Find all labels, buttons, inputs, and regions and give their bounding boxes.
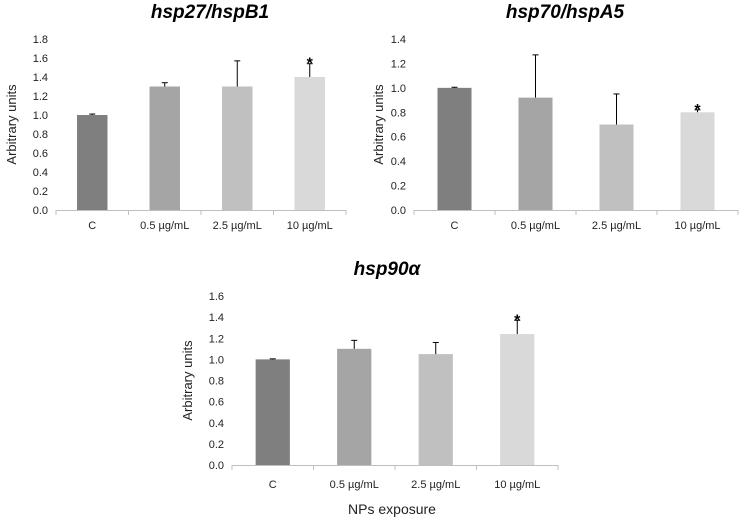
x-category-label: 2.5 µg/mL: [213, 220, 262, 232]
y-tick-label: 1.2: [209, 333, 224, 345]
bar-2: [518, 97, 553, 210]
bar-4: [500, 334, 535, 465]
y-tick-label: 0.2: [391, 181, 406, 193]
x-category-label: C: [269, 479, 277, 491]
x-category-label: 2.5 µg/mL: [411, 479, 460, 491]
y-tick-label: 0.2: [209, 439, 224, 451]
bar-3: [599, 124, 634, 210]
y-tick-label: 1.6: [33, 53, 48, 65]
x-category-label: C: [451, 220, 459, 232]
x-category-label: 0.5 µg/mL: [140, 220, 189, 232]
y-tick-label: 1.2: [33, 91, 48, 103]
chart-title: hsp90α: [354, 259, 422, 280]
bar-3: [418, 354, 453, 465]
y-tick-label: 0.2: [33, 186, 48, 198]
x-category-label: 10 µg/mL: [494, 479, 540, 491]
chart-title: hsp70/hspA5: [506, 2, 625, 23]
y-tick-label: 1.8: [33, 34, 48, 46]
y-tick-label: 0.0: [209, 460, 224, 472]
bar-4: [294, 77, 325, 210]
bar-1: [437, 87, 472, 210]
x-category-label: C: [88, 220, 96, 232]
y-tick-label: 0.8: [33, 129, 48, 141]
bar-2: [149, 86, 180, 210]
bar-1: [77, 115, 108, 210]
x-category-label: 10 µg/mL: [674, 220, 720, 232]
bar-4: [680, 112, 715, 210]
y-tick-label: 0.4: [33, 167, 48, 179]
y-tick-label: 0.4: [209, 418, 224, 430]
y-tick-label: 0.0: [391, 205, 406, 217]
bar-2: [337, 348, 372, 465]
chart-panel-2: hsp70/hspA5 Arbitrary units 0.0 0.2 0.4 0.6 0.…: [371, 2, 739, 232]
significance-marker: *: [514, 312, 521, 329]
y-tick-label: 1.6: [209, 291, 224, 303]
x-category-label: 0.5 µg/mL: [511, 220, 560, 232]
significance-marker: *: [694, 102, 701, 119]
chart-panel-1: hsp27/hspB1 Arbitrary units 0.0 0.2 0.4 0.6 0.…: [4, 2, 347, 232]
bar-1: [255, 359, 290, 465]
y-tick-label: 1.4: [33, 72, 48, 84]
x-category-label: 0.5 µg/mL: [330, 479, 379, 491]
y-tick-label: 1.0: [209, 354, 224, 366]
chart-panel-3: hsp90α Arbitrary units 0.0 0.2 0.4 0.6 0.8 1.0 1…: [180, 259, 559, 491]
y-tick-label: 1.4: [209, 312, 224, 324]
y-tick-label: 1.0: [391, 83, 406, 95]
y-axis-label: Arbitrary units: [4, 84, 19, 165]
y-axis-label: Arbitrary units: [180, 340, 195, 421]
x-category-label: 10 µg/mL: [287, 220, 333, 232]
y-tick-label: 1.2: [391, 58, 406, 70]
y-tick-label: 0.0: [33, 205, 48, 217]
y-tick-label: 0.6: [391, 132, 406, 144]
x-category-label: 2.5 µg/mL: [592, 220, 641, 232]
significance-marker: *: [307, 56, 314, 73]
y-axis-label: Arbitrary units: [371, 84, 386, 165]
y-tick-label: 1.4: [391, 34, 406, 46]
y-tick-label: 0.8: [391, 107, 406, 119]
y-tick-label: 1.0: [33, 110, 48, 122]
y-tick-label: 0.8: [209, 376, 224, 388]
chart-title: hsp27/hspB1: [151, 2, 269, 23]
shared-x-axis-label: NPs exposure: [348, 501, 436, 517]
y-tick-label: 0.6: [209, 397, 224, 409]
bar-3: [222, 86, 253, 210]
y-tick-label: 0.6: [33, 148, 48, 160]
y-tick-label: 0.4: [391, 156, 406, 168]
